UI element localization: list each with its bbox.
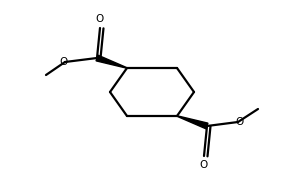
Text: O: O: [236, 117, 244, 127]
Polygon shape: [177, 116, 208, 129]
Text: O: O: [96, 14, 104, 24]
Text: O: O: [59, 57, 67, 67]
Polygon shape: [96, 55, 127, 68]
Text: O: O: [200, 160, 208, 170]
